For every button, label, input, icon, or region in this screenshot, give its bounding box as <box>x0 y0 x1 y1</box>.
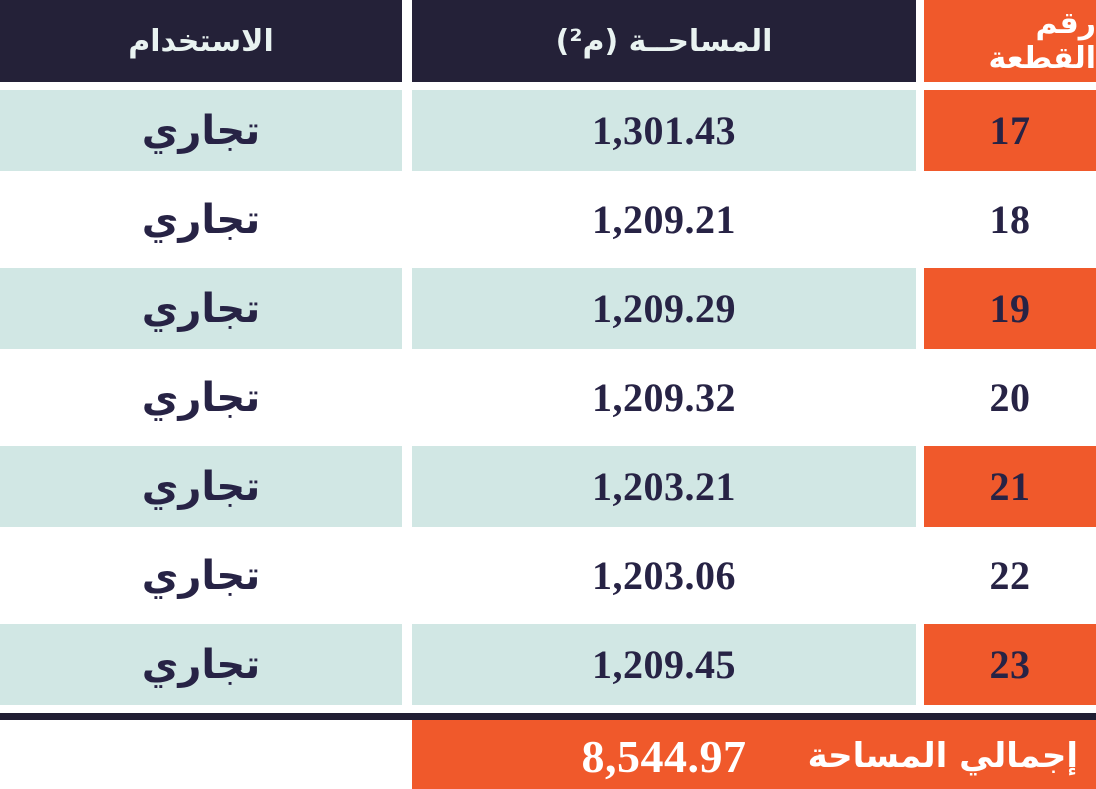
table-row: تجاري 1,209.21 18 <box>0 179 1096 260</box>
total-area-value: 8,544.97 <box>581 730 747 782</box>
header-plot-number: رقم القطعة <box>924 0 1096 82</box>
area-cell: 1,209.45 <box>412 624 916 705</box>
use-cell: تجاري <box>0 179 402 260</box>
footer-row: 8,544.97 إجمالي المساحة <box>0 720 1096 789</box>
use-cell: تجاري <box>0 446 402 527</box>
plot-number-cell: 21 <box>924 446 1096 527</box>
area-cell: 1,203.21 <box>412 446 916 527</box>
total-area-label: إجمالي المساحة <box>807 736 1078 776</box>
use-cell: تجاري <box>0 624 402 705</box>
plot-number-cell: 23 <box>924 624 1096 705</box>
table-row: تجاري 1,209.32 20 <box>0 357 1096 438</box>
table-row: تجاري 1,203.21 21 <box>0 446 1096 527</box>
area-cell: 1,301.43 <box>412 90 916 171</box>
header-area: المساحــة (م²) <box>412 0 916 82</box>
plot-number-cell: 19 <box>924 268 1096 349</box>
table-row: تجاري 1,209.45 23 <box>0 624 1096 705</box>
header-use: الاستخدام <box>0 0 402 82</box>
table-row: تجاري 1,203.06 22 <box>0 535 1096 616</box>
area-cell: 1,209.29 <box>412 268 916 349</box>
header-row: الاستخدام المساحــة (م²) رقم القطعة <box>0 0 1096 82</box>
area-cell: 1,209.21 <box>412 179 916 260</box>
area-cell: 1,209.32 <box>412 357 916 438</box>
use-cell: تجاري <box>0 535 402 616</box>
use-cell: تجاري <box>0 90 402 171</box>
plot-number-cell: 17 <box>924 90 1096 171</box>
plot-number-cell: 20 <box>924 357 1096 438</box>
table-row: تجاري 1,301.43 17 <box>0 90 1096 171</box>
divider-line <box>0 713 1096 720</box>
plot-number-cell: 18 <box>924 179 1096 260</box>
total-bar: 8,544.97 إجمالي المساحة <box>412 720 1096 789</box>
plot-number-cell: 22 <box>924 535 1096 616</box>
use-cell: تجاري <box>0 357 402 438</box>
area-cell: 1,203.06 <box>412 535 916 616</box>
table-row: تجاري 1,209.29 19 <box>0 268 1096 349</box>
use-cell: تجاري <box>0 268 402 349</box>
